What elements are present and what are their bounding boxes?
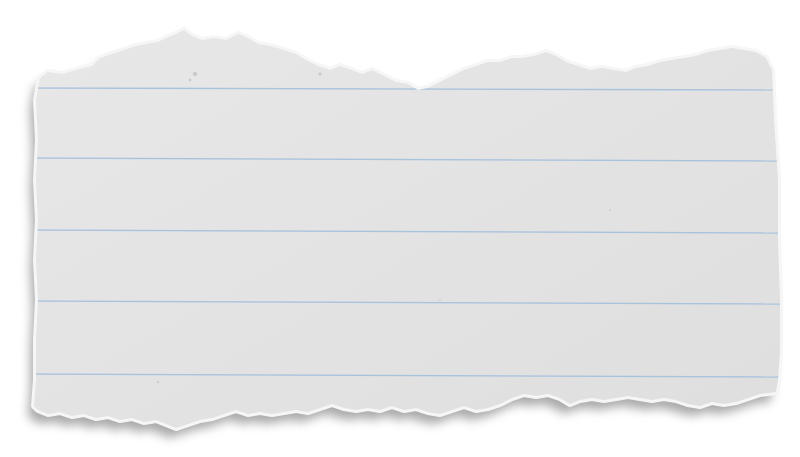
ruled-lines	[34, 87, 780, 378]
ruled-line-5	[34, 373, 780, 378]
ruled-line-2	[34, 157, 780, 162]
paper-speckles	[156, 71, 611, 384]
ruled-line-4	[34, 300, 780, 305]
ruled-line-3	[34, 229, 780, 234]
ruled-line-1	[34, 87, 780, 91]
